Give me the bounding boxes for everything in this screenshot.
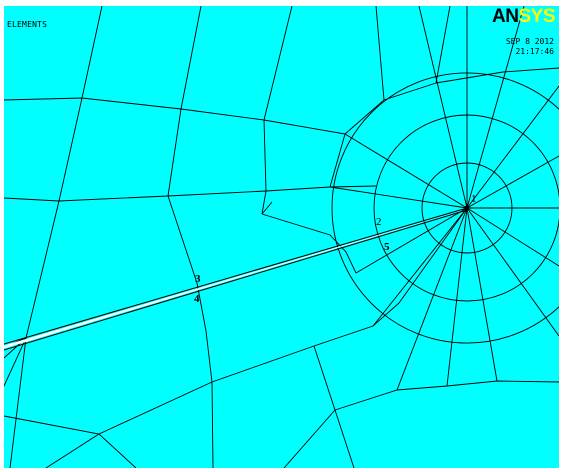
node-label-2: 2 xyxy=(376,216,382,228)
mesh-line xyxy=(180,6,202,110)
mesh-line xyxy=(313,345,355,468)
graphics-viewport[interactable]: ELEMENTS ANSYS SEP 8 2012 21:17:46 1 2 3… xyxy=(4,6,559,468)
mesh-line xyxy=(261,119,267,215)
logo-part-sys: SYS xyxy=(518,6,555,27)
mesh-ring xyxy=(373,114,559,302)
mesh-ring xyxy=(331,72,559,344)
crack-lower-face xyxy=(4,209,468,351)
node-label-5: 5 xyxy=(384,241,390,253)
timestamp-time: 21:17:46 xyxy=(515,47,554,56)
mesh-line xyxy=(167,108,198,284)
timestamp-date: SEP 8 2012 xyxy=(505,37,554,46)
crack-gap xyxy=(4,209,467,349)
mesh-line xyxy=(263,6,293,121)
radial-spokes xyxy=(329,6,559,391)
plot-title: ELEMENTS xyxy=(7,20,48,29)
mesh-line xyxy=(261,201,273,215)
mesh-line xyxy=(4,82,437,135)
mesh-line xyxy=(375,6,385,101)
mesh-line xyxy=(4,415,137,468)
crack-upper-face xyxy=(4,207,468,345)
mesh-line xyxy=(261,213,357,274)
mesh-line xyxy=(435,67,559,84)
mesh-line xyxy=(435,6,451,84)
mesh-line xyxy=(196,282,214,468)
ansys-logo: ANSYS xyxy=(492,6,555,28)
node-label-1: 1 xyxy=(471,193,477,205)
mesh-line xyxy=(329,133,346,188)
node-label-3: 3 xyxy=(195,273,201,285)
mesh-line xyxy=(25,97,83,339)
timestamp: SEP 8 2012 21:17:46 xyxy=(506,37,554,57)
crack-tip-marker xyxy=(464,205,470,211)
node-label-4: 4 xyxy=(194,293,200,305)
mesh-line xyxy=(4,185,377,202)
mesh-line xyxy=(98,302,400,435)
mesh-line xyxy=(45,433,100,468)
mesh-line xyxy=(81,6,103,99)
logo-part-an: AN xyxy=(492,6,519,27)
mesh-line xyxy=(283,409,336,468)
element-mesh xyxy=(4,6,559,468)
mesh-line xyxy=(9,337,27,468)
